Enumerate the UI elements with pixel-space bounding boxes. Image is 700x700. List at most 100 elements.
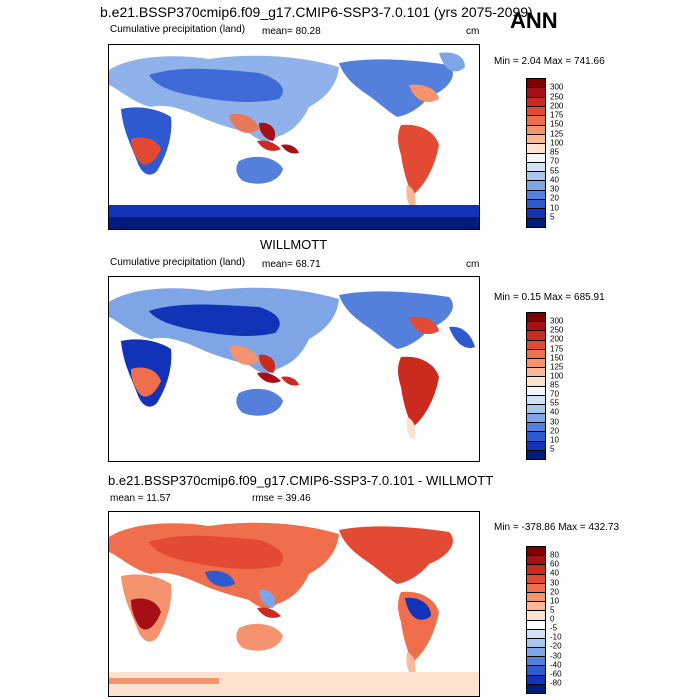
colorbar-label: 5 (550, 444, 555, 454)
panel1-colorbar (526, 78, 546, 228)
panel1-title: b.e21.BSSP370cmip6.f09_g17.CMIP6-SSP3-7.… (100, 4, 533, 20)
colorbar-swatch (527, 648, 545, 658)
colorbar-swatch (527, 592, 545, 603)
colorbar-label: 5 (550, 212, 555, 222)
panel3-colorbar (526, 546, 546, 694)
panel1-colorbar-labels: 300 250 200 175 150 125 100 85 70 55 40 … (550, 78, 590, 226)
colorbar-label: 30 (550, 578, 559, 587)
colorbar-swatch (527, 404, 545, 415)
colorbar-label: 70 (550, 389, 559, 399)
colorbar-swatch (527, 386, 545, 396)
colorbar-label: 300 (550, 316, 564, 326)
colorbar-label: 70 (550, 156, 559, 166)
colorbar-swatch (527, 153, 545, 163)
colorbar-swatch (527, 106, 545, 117)
colorbar-swatch (527, 395, 545, 405)
panel2-map (108, 276, 480, 462)
colorbar-swatch (527, 611, 545, 621)
colorbar-swatch (527, 368, 545, 378)
colorbar-label: -20 (550, 641, 562, 651)
colorbar-label: 60 (550, 559, 559, 569)
colorbar-label: 10 (550, 596, 559, 606)
colorbar-swatch (527, 423, 545, 433)
colorbar-swatch (527, 97, 545, 107)
panel2-minmax: Min = 0.15 Max = 685.91 (494, 292, 605, 303)
colorbar-label: 30 (550, 184, 559, 194)
colorbar-swatch (527, 209, 545, 219)
colorbar-label: 85 (550, 380, 559, 390)
colorbar-swatch (527, 340, 545, 350)
panel2-mean: mean= 68.71 (262, 259, 321, 270)
colorbar-swatch (527, 574, 545, 584)
colorbar-label: 200 (550, 334, 564, 344)
colorbar-label: 175 (550, 110, 564, 120)
panel3-mean: mean = 11.57 (110, 493, 171, 504)
colorbar-label: 150 (550, 353, 564, 363)
colorbar-label: 40 (550, 175, 559, 185)
colorbar-label: 125 (550, 362, 564, 372)
season-label: ANN (510, 8, 558, 33)
colorbar-swatch (527, 638, 545, 649)
panel2-title: WILLMOTT (260, 237, 328, 252)
colorbar-swatch (527, 629, 545, 639)
colorbar-label: 40 (550, 407, 559, 417)
colorbar-swatch (527, 331, 545, 341)
colorbar-swatch (527, 565, 545, 575)
colorbar-swatch (527, 322, 545, 332)
colorbar-swatch (527, 358, 545, 369)
colorbar-swatch (527, 172, 545, 182)
colorbar-label: 20 (550, 587, 559, 597)
colorbar-label: 250 (550, 325, 564, 335)
colorbar-label: 250 (550, 92, 564, 101)
colorbar-swatch (527, 313, 545, 323)
colorbar-label: 0 (550, 614, 555, 624)
panel2-field-label: Cumulative precipitation (land) (110, 257, 246, 268)
colorbar-swatch (527, 377, 545, 387)
colorbar-swatch (527, 547, 545, 557)
colorbar-swatch (527, 684, 545, 693)
colorbar-label: 300 (550, 82, 564, 92)
colorbar-swatch (527, 602, 545, 612)
panel3-colorbar-labels: 80 60 40 30 20 10 5 0 -5 -10 -20 -30 -40… (550, 546, 590, 692)
colorbar-swatch (527, 349, 545, 359)
colorbar-label: 100 (550, 138, 564, 148)
panel1-mean: mean= 80.28 (262, 26, 321, 37)
colorbar-label: 175 (550, 344, 564, 353)
colorbar-swatch (527, 675, 545, 685)
panel1-field-label: Cumulative precipitation (land) (110, 24, 246, 35)
colorbar-label: 80 (550, 550, 559, 560)
colorbar-label: 200 (550, 101, 564, 111)
colorbar-label: -30 (550, 651, 562, 660)
colorbar-swatch (527, 79, 545, 89)
colorbar-swatch (527, 414, 545, 424)
panel2-units: cm (466, 259, 480, 270)
colorbar-swatch (527, 200, 545, 210)
colorbar-swatch (527, 181, 545, 191)
panel3-map (108, 511, 480, 697)
colorbar-swatch (527, 190, 545, 201)
panel1-units: cm (466, 26, 480, 37)
colorbar-label: 100 (550, 371, 564, 381)
colorbar-label: 30 (550, 417, 559, 426)
colorbar-swatch (527, 657, 545, 667)
colorbar-swatch (527, 218, 545, 227)
colorbar-label: 55 (550, 398, 559, 408)
panel2-colorbar-labels: 300 250 200 175 150 125 100 85 70 55 40 … (550, 312, 590, 458)
colorbar-swatch (527, 441, 545, 451)
panel3-rmse: rmse = 39.46 (252, 493, 311, 504)
colorbar-label: -40 (550, 660, 562, 670)
colorbar-label: 20 (550, 193, 559, 203)
colorbar-label: -5 (550, 623, 558, 633)
colorbar-swatch (527, 162, 545, 173)
colorbar-swatch (527, 88, 545, 98)
colorbar-label: 85 (550, 147, 559, 157)
colorbar-label: 10 (550, 435, 559, 445)
colorbar-swatch (527, 125, 545, 135)
colorbar-swatch (527, 432, 545, 442)
colorbar-swatch (527, 134, 545, 145)
colorbar-swatch (527, 583, 545, 593)
colorbar-swatch (527, 666, 545, 676)
colorbar-label: -10 (550, 632, 562, 642)
colorbar-label: -60 (550, 669, 562, 679)
colorbar-swatch (527, 450, 545, 459)
